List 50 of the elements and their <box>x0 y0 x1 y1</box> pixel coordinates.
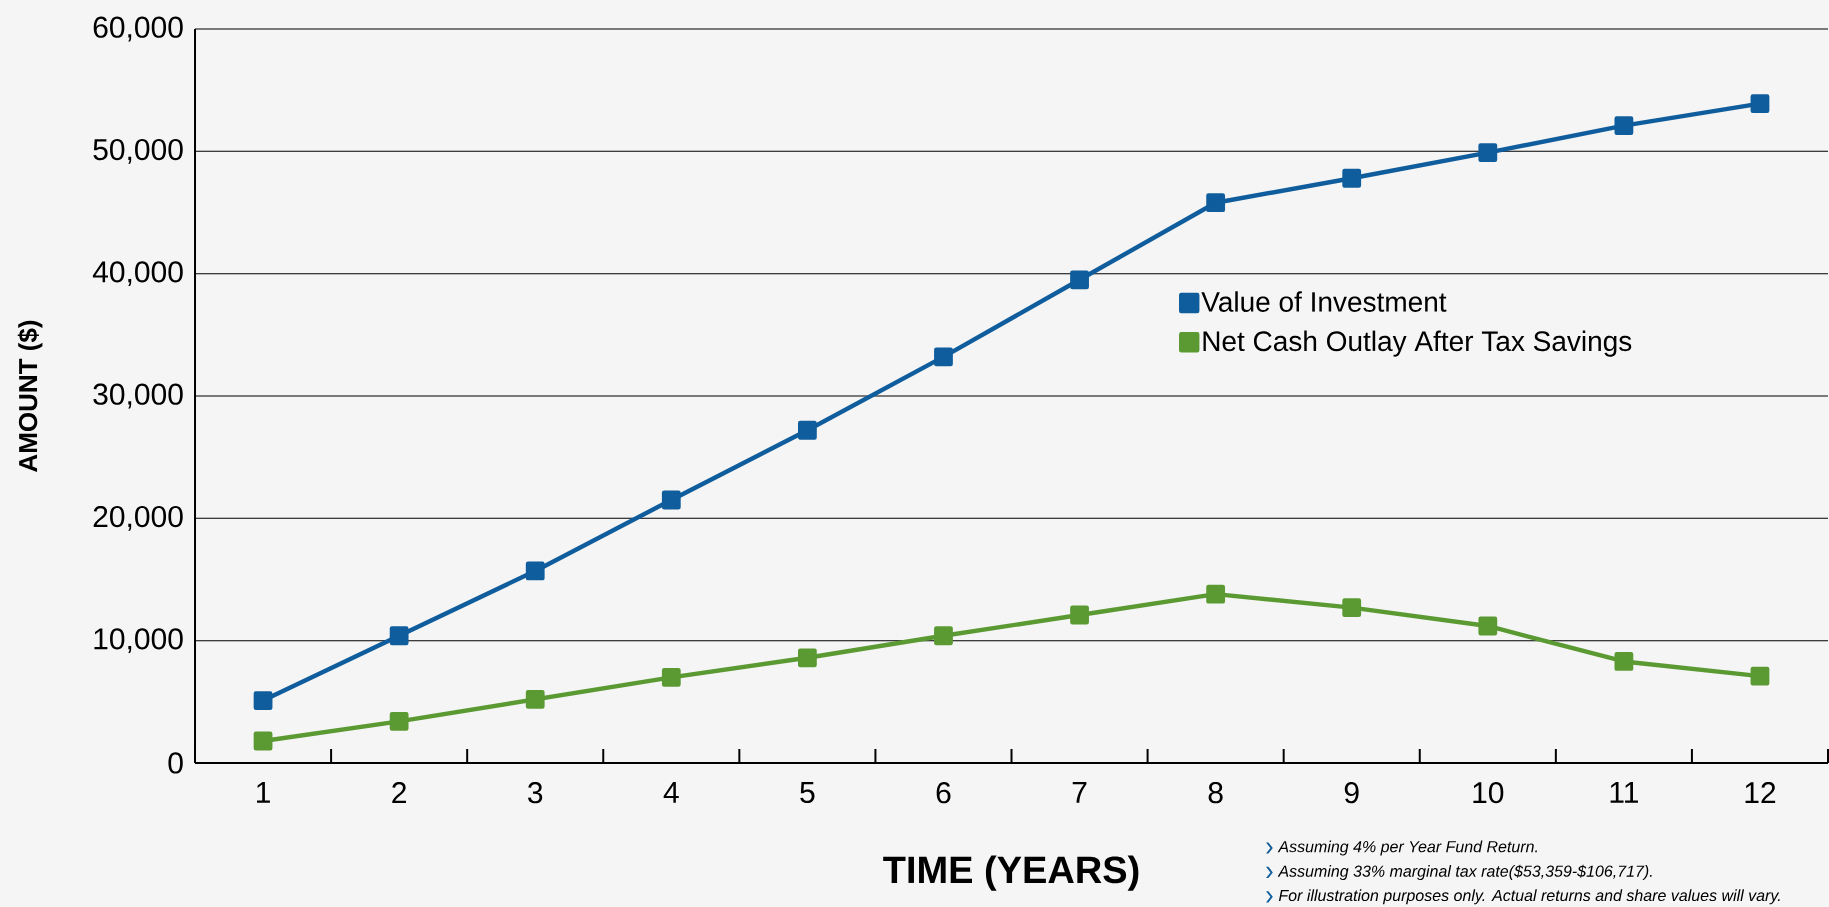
text: Assuming 4% per Year Fund Return. <box>1277 840 1537 856</box>
y-tick-label: 40,000 <box>92 261 183 287</box>
point <box>1478 143 1498 162</box>
y-tick-label: 30,000 <box>93 383 183 409</box>
point <box>1070 605 1089 625</box>
text: Assuming 33% marginal tax rate($53,359-$106,717). <box>1277 864 1652 880</box>
point <box>1342 168 1362 188</box>
x-axis-title: TIME (YEARS) <box>883 855 1139 891</box>
point <box>253 731 273 751</box>
point <box>797 420 817 440</box>
point <box>1070 270 1089 290</box>
x-tick-label: 9 <box>1344 782 1359 804</box>
point <box>934 347 953 367</box>
x-tick-label: 4 <box>663 782 679 803</box>
point <box>797 648 817 668</box>
point <box>1206 584 1226 604</box>
x-tick-label: 10 <box>1473 782 1504 804</box>
point <box>934 626 953 646</box>
point <box>389 712 409 731</box>
text: For illustration purposes only. Actual returns and share values will vary. <box>1278 889 1780 905</box>
x-tick-label: 3 <box>528 782 543 804</box>
x-tick-label: 12 <box>1745 782 1776 804</box>
point <box>1750 666 1770 686</box>
y-tick-label: 20,000 <box>93 505 183 531</box>
point <box>525 689 545 709</box>
x-tick-label: 1 <box>257 782 270 803</box>
legend-label: Net Cash Outlay After Tax Savings <box>1203 330 1632 357</box>
point <box>661 490 681 510</box>
point <box>1614 116 1634 136</box>
point <box>1342 598 1362 618</box>
y-axis-title: AMOUNT ($) <box>17 320 43 472</box>
point <box>389 626 409 646</box>
x-tick-label: 2 <box>392 782 406 804</box>
y-tick-label: 10,000 <box>94 628 183 654</box>
x-tick-label: 11 <box>1610 782 1638 803</box>
point <box>253 691 273 711</box>
point <box>661 667 681 687</box>
x-tick-label: 8 <box>1208 782 1223 804</box>
y-tick-label: 0 <box>168 752 183 774</box>
x-tick-label: 6 <box>936 782 951 804</box>
point <box>525 561 545 581</box>
point <box>1478 616 1498 636</box>
y-tick-label: 60,000 <box>93 16 183 42</box>
x-tick-label: 5 <box>800 782 815 803</box>
y-tick-label: 50,000 <box>93 138 183 164</box>
point <box>1750 94 1770 114</box>
point <box>1614 652 1634 671</box>
x-tick-label: 7 <box>1072 782 1087 803</box>
point <box>1206 193 1226 213</box>
legend-label: Value of Investment <box>1201 291 1447 312</box>
